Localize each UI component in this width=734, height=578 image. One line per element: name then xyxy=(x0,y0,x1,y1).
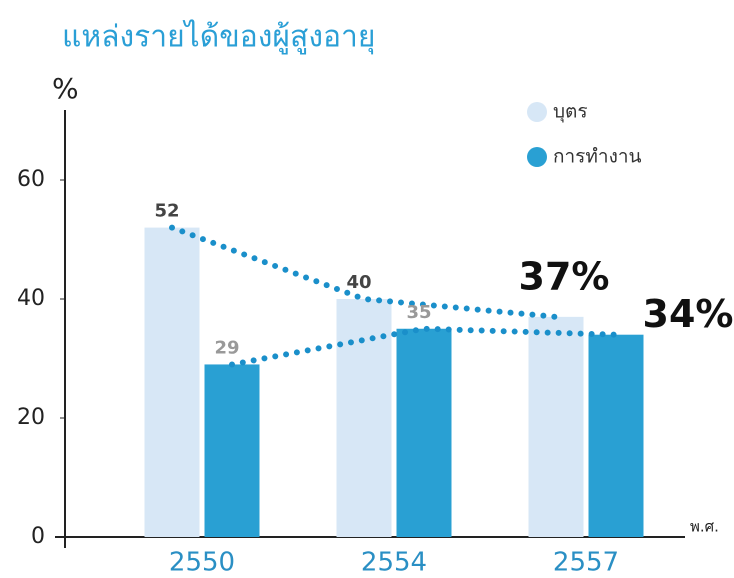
y-tick-label: 40 xyxy=(17,286,45,311)
legend-swatch xyxy=(527,147,547,167)
bar xyxy=(204,364,260,537)
value-label: 37% xyxy=(519,254,610,298)
y-tick-label: 20 xyxy=(17,405,45,430)
y-axis-label: % xyxy=(52,72,79,105)
value-label: 29 xyxy=(214,337,239,358)
x-tick-label: 2557 xyxy=(553,548,619,578)
y-tick-label: 0 xyxy=(31,524,45,549)
x-axis-label: พ.ศ. xyxy=(690,518,719,536)
legend-swatch xyxy=(527,102,547,122)
legend-label: บุตร xyxy=(553,101,588,124)
x-tick-label: 2550 xyxy=(169,548,235,578)
value-label: 35 xyxy=(406,302,431,323)
trend-line xyxy=(229,325,619,368)
value-label: 34% xyxy=(643,292,734,336)
bar xyxy=(528,316,584,537)
bar xyxy=(144,227,200,537)
chart-title: แหล่งรายได้ของผู้สูงอายุ xyxy=(62,19,375,56)
x-tick-label: 2554 xyxy=(361,548,427,578)
legend-label: การทำงาน xyxy=(553,146,642,168)
trend-line xyxy=(169,224,559,320)
bar xyxy=(588,334,644,537)
y-tick-label: 60 xyxy=(17,167,45,192)
value-label: 40 xyxy=(346,272,371,293)
bar xyxy=(396,328,452,537)
value-label: 52 xyxy=(154,201,179,222)
